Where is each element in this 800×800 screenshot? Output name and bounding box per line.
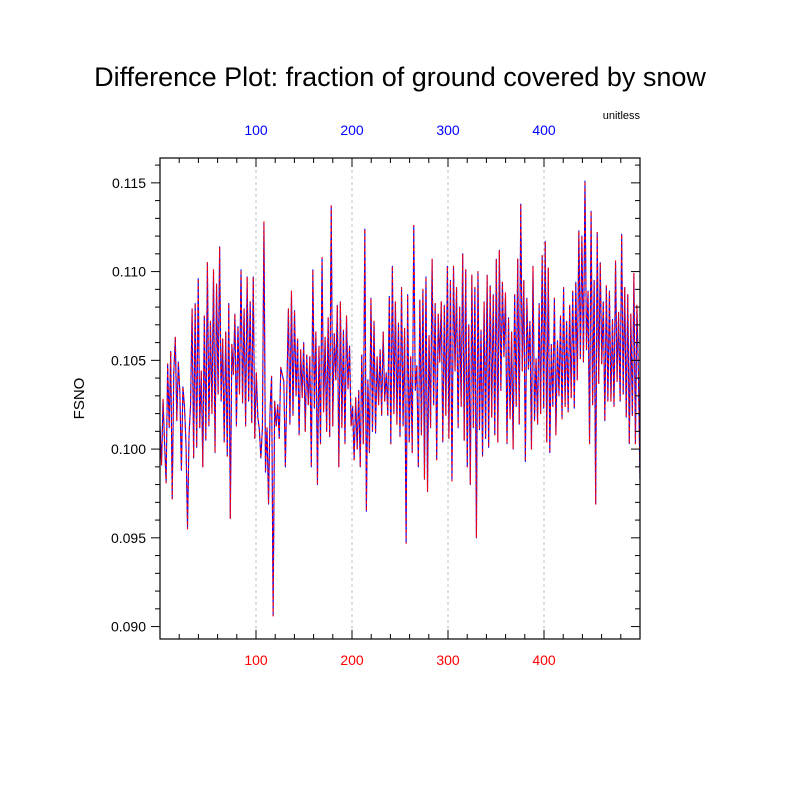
x-tick-label-bottom: 100 [244,652,268,668]
plot-frame [159,157,641,640]
y-tick-label: 0.100 [111,441,146,457]
x-tick-label-bottom: 200 [340,652,364,668]
tick-layer [151,158,640,639]
y-tick-label: 0.110 [112,264,146,280]
x-tick-label-bottom: 400 [532,652,556,668]
series-layer [159,180,641,617]
x-tick-label-top: 100 [244,122,268,138]
y-tick-label: 0.090 [111,619,146,635]
y-axis-label: FSNO [71,378,88,420]
label-layer: 0.090 0.095 0.100 0.105 0.110 0.115 100 200 300 4… [111,122,556,668]
y-tick-label: 0.095 [111,530,146,546]
y-tick-label: 0.105 [111,352,146,368]
x-tick-label-top: 400 [532,122,556,138]
units-label: unitless [602,110,640,122]
x-tick-label-top: 200 [340,122,364,138]
y-tick-label: 0.115 [112,175,146,191]
chart-title: Difference Plot: fraction of ground cove… [94,62,706,92]
x-tick-label-bottom: 300 [436,652,460,668]
x-tick-label-top: 300 [436,122,460,138]
series-line-red [159,180,641,617]
